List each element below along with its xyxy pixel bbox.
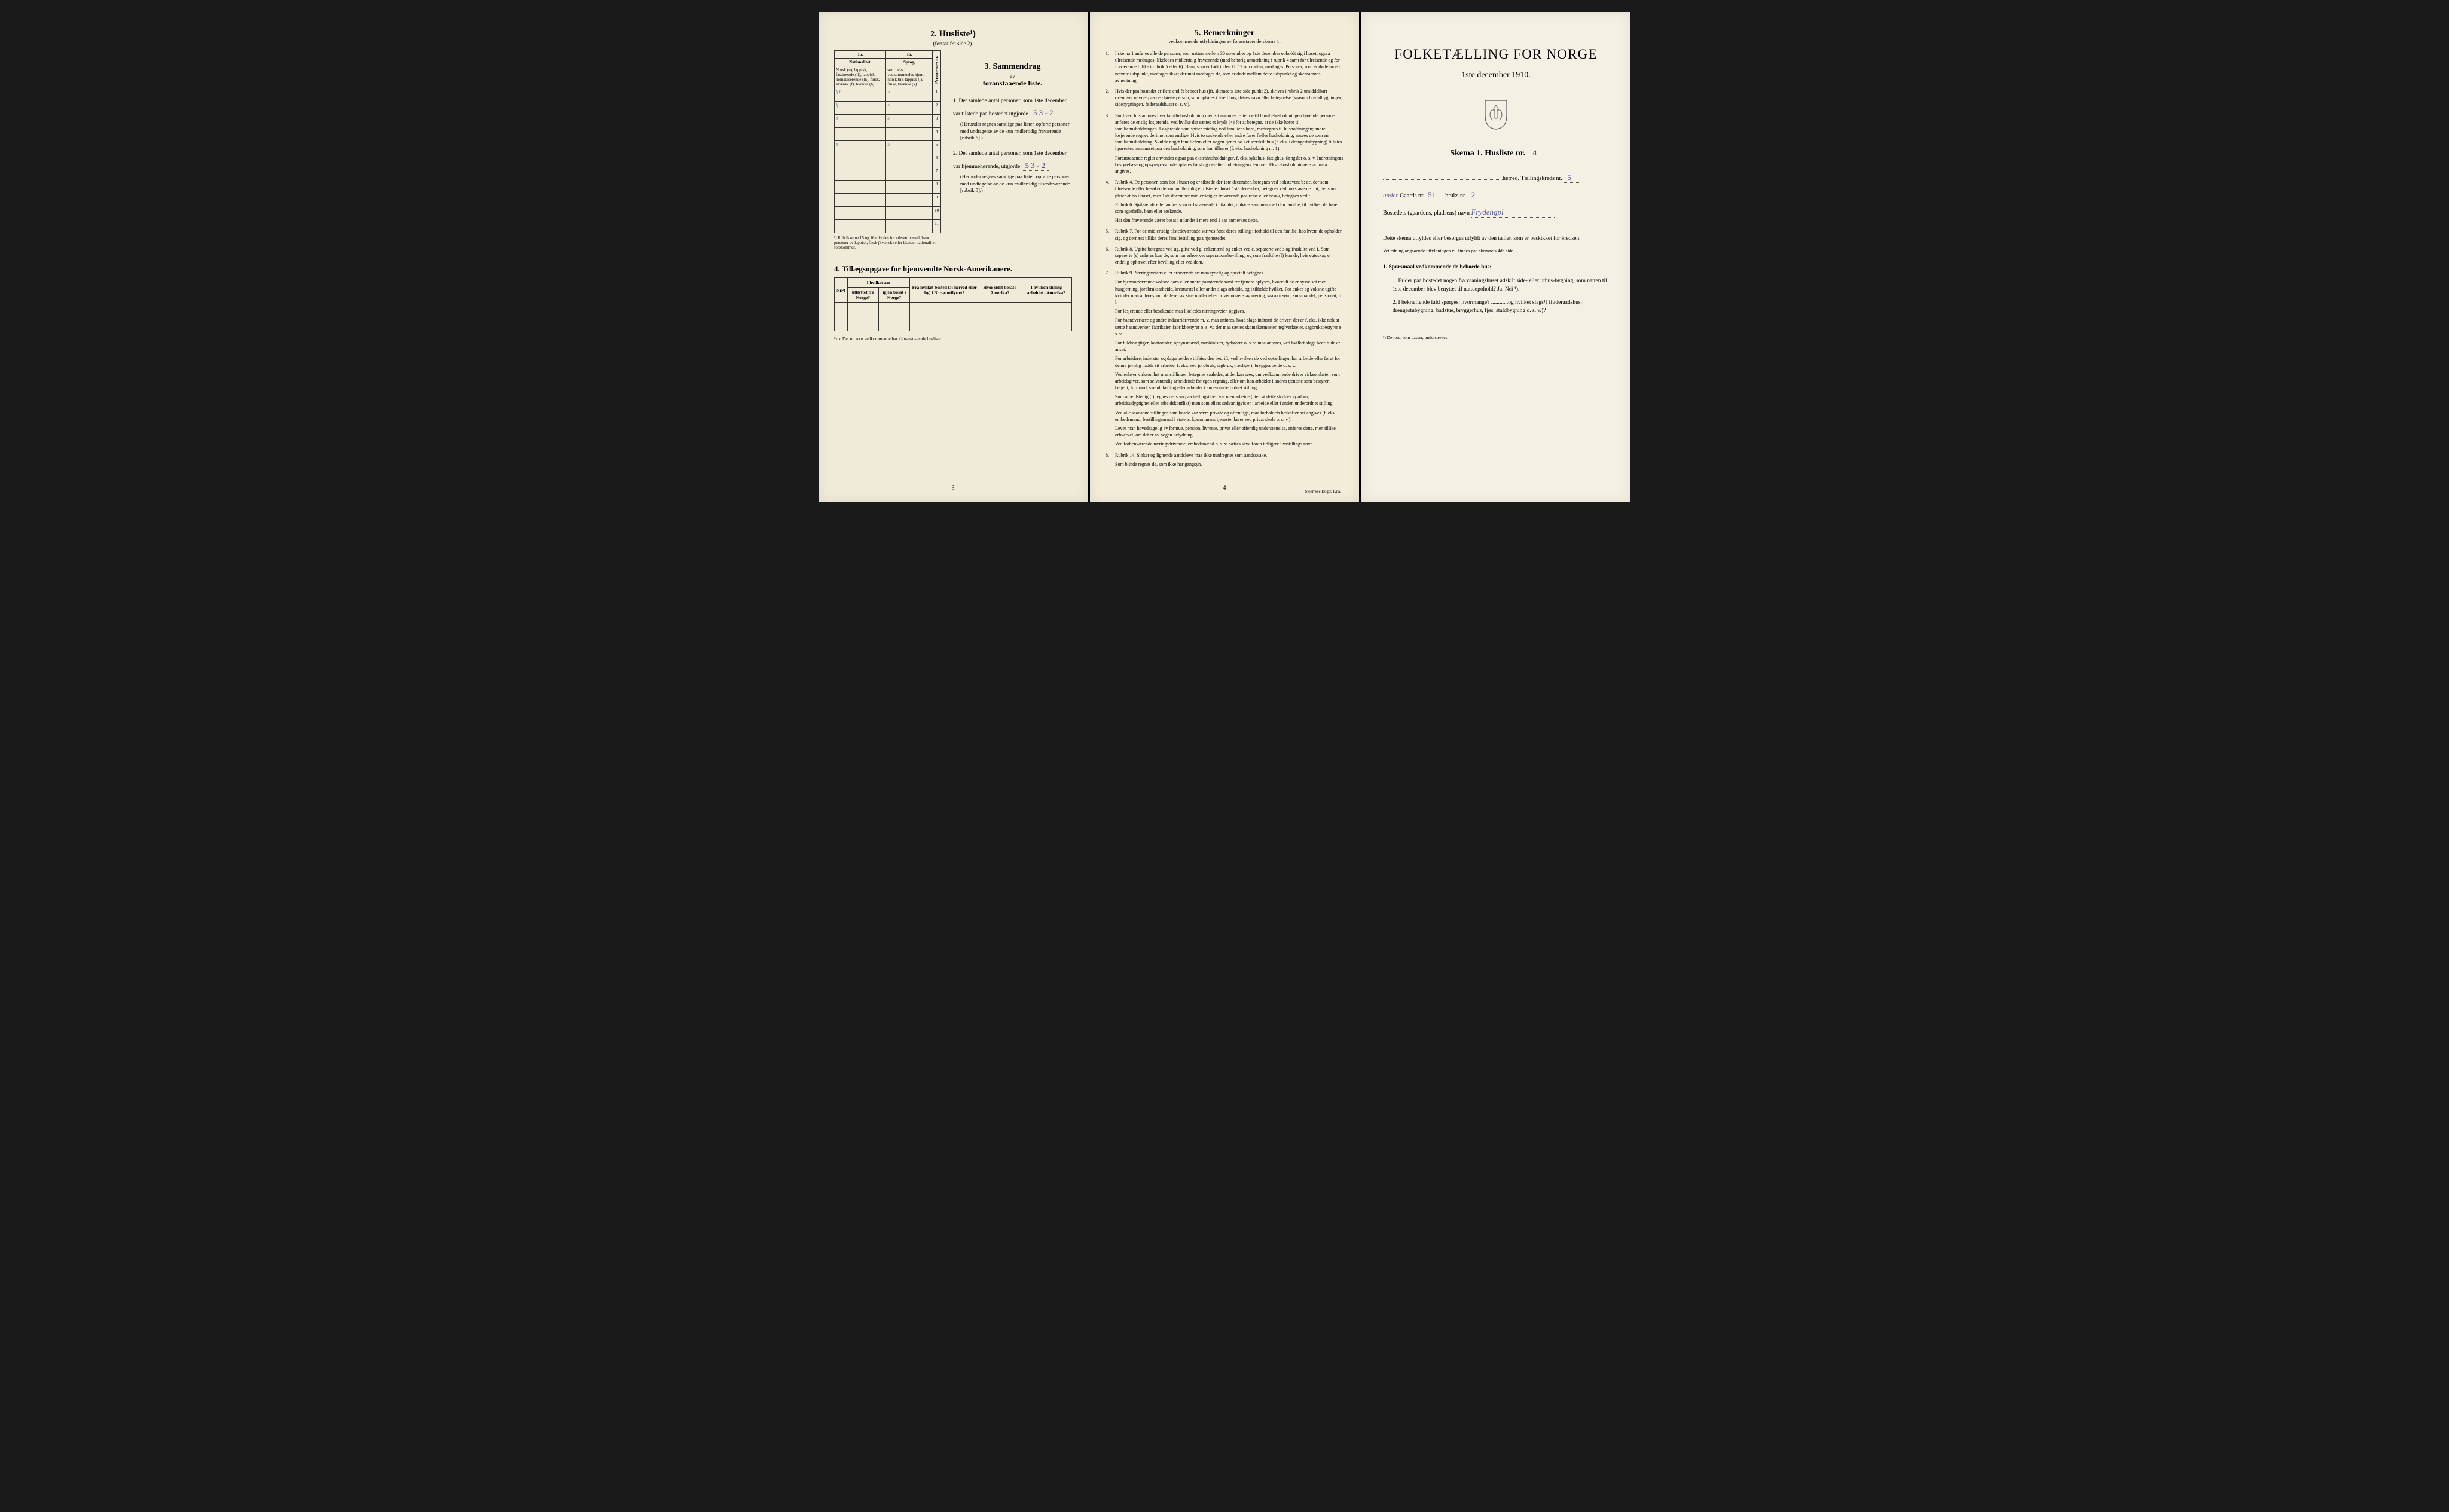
sec2-title: Husliste¹) — [939, 29, 976, 39]
remark-item: Hvis der paa bostedet er flere end ét be… — [1106, 88, 1343, 108]
table-row: lf.bn1 — [835, 88, 941, 102]
sec3-sub: av — [953, 73, 1072, 79]
h15: Nationalitet. — [835, 59, 886, 66]
sec3-bold: foranstaaende liste. — [953, 79, 1072, 88]
val2: 5 3 - 2 — [1022, 160, 1049, 172]
item1: 1. Det samlede antal personer, som 1ste … — [953, 97, 1072, 142]
remark-item: Rubrik 8. Ugifte betegnes ved ug, gifte … — [1106, 246, 1343, 266]
herred-line: herred. Tællingskreds nr. 5 — [1377, 173, 1615, 183]
census-date: 1ste december 1910. — [1377, 71, 1615, 80]
remark-item: Rubrik 7. For de midlertidig tilstedevær… — [1106, 228, 1343, 241]
table-row: lfn2 — [835, 102, 941, 115]
h16: Sprog, — [886, 59, 933, 66]
col16: 16. — [886, 51, 933, 59]
desc16: som tales i vedkommendes hjem: norsk (n)… — [886, 66, 933, 88]
page-number: 4 — [1223, 485, 1226, 491]
gaard-line: under Gaards nr.51, bruks nr. 2 — [1377, 190, 1615, 200]
footnote4: ²) ɔ: Det nr. som vedkommende har i fora… — [834, 336, 1072, 341]
section2-header: 2. Husliste¹) — [834, 29, 1072, 39]
table-row: 6 — [835, 154, 941, 167]
val1: 5 3 - 2 — [1030, 108, 1057, 119]
table-row: 4 — [835, 128, 941, 141]
table-row: bn3 — [835, 115, 941, 128]
table-row: bn5 — [835, 141, 941, 154]
instructions: Dette skema utfyldes eller besørges utfy… — [1377, 234, 1615, 341]
bosted-line: Bostedets (gaardens, pladsens) navn Fryd… — [1377, 207, 1615, 218]
desc15: Norsk (n), lappisk, fastboende (lf), lap… — [835, 66, 886, 88]
item2: 2. Det samlede antal personer, som 1ste … — [953, 150, 1072, 194]
remark-item: Rubrik 9. Næringsveiens eller erhvervets… — [1106, 270, 1343, 447]
footnote2: ¹) Rubrikkerne 15 og 16 utfyldes for eth… — [834, 236, 941, 250]
remarks-list: I skema 1 anføres alle de personer, som … — [1106, 50, 1343, 468]
section3: 3. Sammendrag av foranstaaende liste. 1.… — [953, 62, 1072, 203]
sec2-num: 2. — [930, 30, 937, 39]
footnote3: ¹) Det ord, som passer, understrekes. — [1383, 334, 1609, 341]
amerika-table: Nr.²) I hvilket aar Fra hvilket bosted (… — [834, 277, 1072, 331]
page-left: 2. Husliste¹) (fortsat fra side 2). 15. … — [819, 12, 1088, 502]
remark-item: For hvert hus anføres hver familiehushol… — [1106, 112, 1343, 175]
question1: 1. Er der paa bostedet nogen fra vaaning… — [1393, 277, 1609, 294]
remark-item: Rubrik 4. De personer, som bor i huset o… — [1106, 179, 1343, 224]
page-right: FOLKETÆLLING FOR NORGE 1ste december 191… — [1361, 12, 1630, 502]
census-title: FOLKETÆLLING FOR NORGE — [1377, 47, 1615, 62]
page-number: 3 — [952, 485, 955, 491]
section4: 4. Tillægsopgave for hjemvendte Norsk-Am… — [834, 264, 1072, 341]
pnr: Personernes nr. — [933, 51, 941, 88]
schema-line: Skema 1. Husliste nr. 4 — [1377, 148, 1615, 158]
sec3-num: 3. Sammendrag — [953, 62, 1072, 72]
sec2-sub: (fortsat fra side 2). — [834, 41, 1072, 47]
coat-of-arms-icon — [1483, 98, 1509, 130]
col15: 15. — [835, 51, 886, 59]
question2: 2. I bekræftende fald spørges: hvormange… — [1393, 298, 1609, 316]
table-row: 8 — [835, 181, 941, 194]
table-row: 7 — [835, 167, 941, 181]
section5-header: 5. Bemerkninger vedkommende utfyldningen… — [1106, 29, 1343, 44]
table-row: 9 — [835, 194, 941, 207]
remark-item: I skema 1 anføres alle de personer, som … — [1106, 50, 1343, 84]
page-middle: 5. Bemerkninger vedkommende utfyldningen… — [1090, 12, 1359, 502]
printer: Steen'ske Bogtr. Kr.a. — [1305, 489, 1341, 494]
sec4-title: 4. Tillægsopgave for hjemvendte Norsk-Am… — [834, 264, 1072, 274]
table-row: 11 — [835, 220, 941, 233]
nationality-table: 15. 16. Personernes nr. Nationalitet. Sp… — [834, 50, 941, 233]
table-row: 10 — [835, 207, 941, 220]
remark-item: Rubrik 14. Sinker og lignende aandsløve … — [1106, 452, 1343, 468]
